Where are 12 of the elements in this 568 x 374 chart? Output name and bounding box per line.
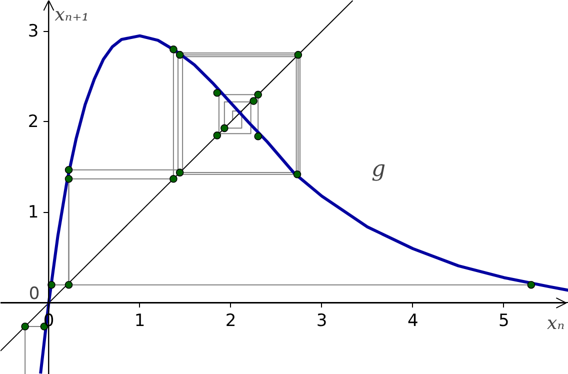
annotation: g [371, 157, 386, 182]
y-axis-title: xₙ₊₁ [54, 4, 89, 26]
x-tick-label: 1 [134, 310, 146, 331]
y-tick-label: 0 [28, 284, 40, 304]
x-tick-label: 5 [498, 310, 510, 331]
y-tick-label: 2 [28, 112, 39, 132]
y-tick-label: 1 [28, 202, 39, 222]
x-tick-label: 4 [407, 310, 418, 331]
x-tick-label: 3 [316, 310, 328, 331]
x-axis-title: xₙ [547, 312, 565, 334]
x-tick-label: 2 [225, 310, 236, 331]
y-tick-label: 3 [28, 21, 39, 42]
